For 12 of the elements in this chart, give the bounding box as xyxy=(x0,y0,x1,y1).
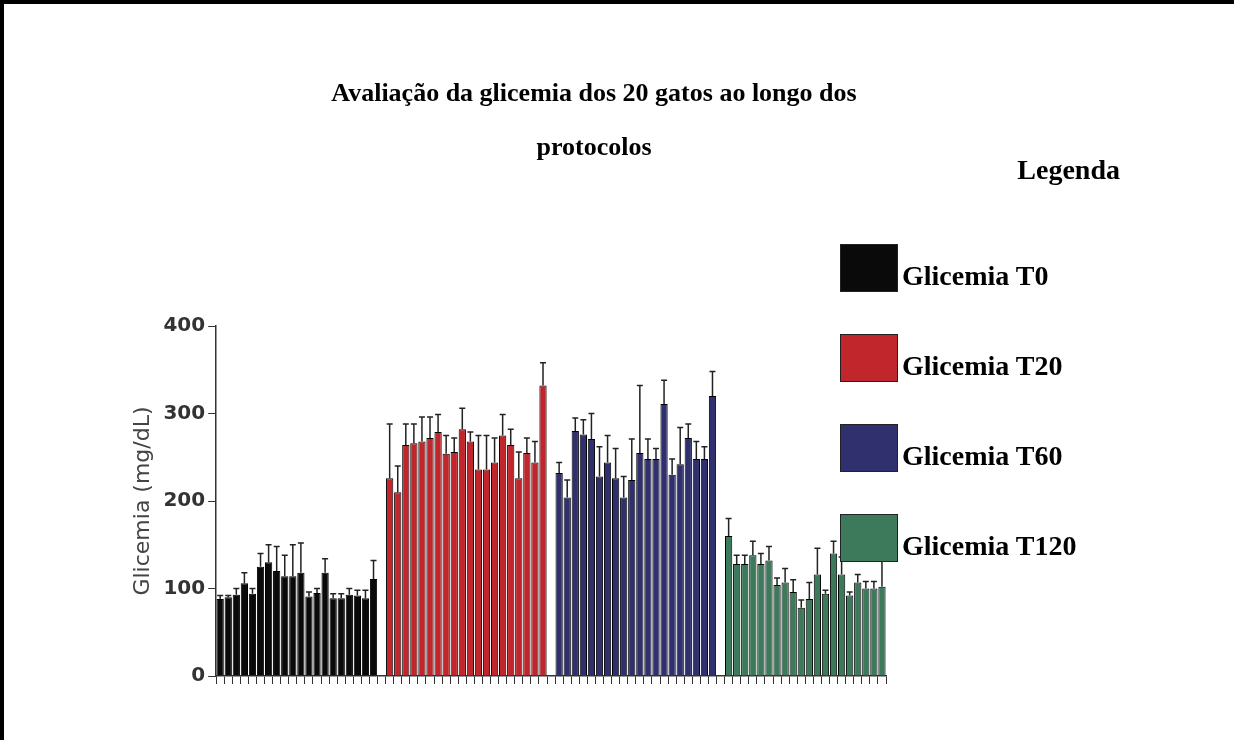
y-tick-label: 200 xyxy=(163,487,206,512)
y-tick-label: 300 xyxy=(163,399,206,424)
y-tick-label: 100 xyxy=(163,574,206,599)
legend-label: Glicemia T20 xyxy=(902,350,1063,382)
chart-title: Avaliação da glicemia dos 20 gatos ao longo dos protocolos xyxy=(330,77,858,163)
legend-label: Glicemia T0 xyxy=(902,260,1049,292)
y-axis-title: Glicemia (mg/dL) xyxy=(128,406,154,596)
legend-title: Legenda xyxy=(1016,154,1121,186)
y-tick-label: 0 xyxy=(191,662,206,687)
legend-label: Glicemia T120 xyxy=(902,530,1077,562)
y-tick-label: 400 xyxy=(163,312,206,337)
legend-label: Glicemia T60 xyxy=(902,440,1063,472)
